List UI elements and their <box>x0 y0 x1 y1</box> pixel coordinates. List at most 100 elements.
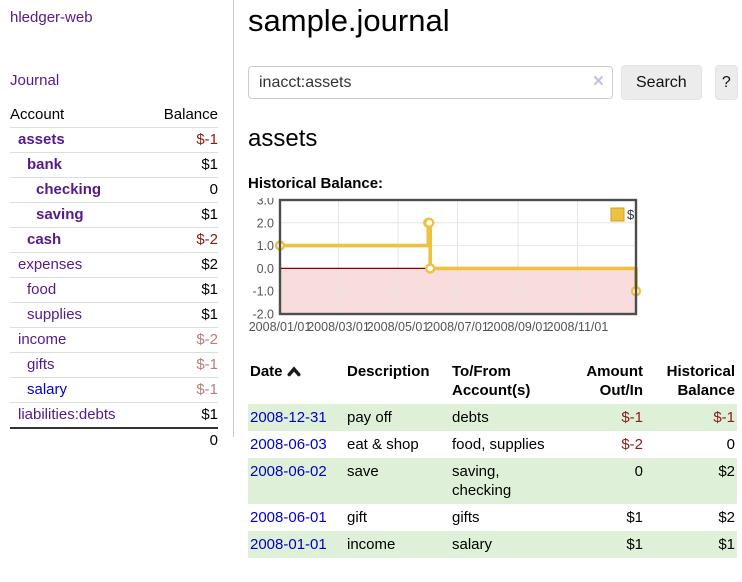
account-link-cash[interactable]: cash <box>27 231 62 248</box>
transaction-amount: $-1 <box>568 404 645 431</box>
transaction-date-link[interactable]: 2008-06-02 <box>250 463 327 480</box>
account-link-bank[interactable]: bank <box>27 156 63 173</box>
register-row: 2008-12-31 pay off debts $-1 $-1 <box>248 404 737 431</box>
nav-journal-link[interactable]: Journal <box>10 72 60 89</box>
sidebar-divider <box>233 0 234 437</box>
transaction-accounts: gifts <box>452 509 480 526</box>
account-heading: assets <box>248 125 318 152</box>
account-row: bank $1 <box>10 152 218 178</box>
account-balance: $-2 <box>147 227 218 253</box>
chart-title: Historical Balance: <box>248 175 384 192</box>
account-link-salary[interactable]: salary <box>27 381 68 398</box>
account-row: gifts $-1 <box>10 352 218 378</box>
accounts-header-balance: Balance <box>147 103 218 128</box>
account-balance: $-1 <box>147 377 218 403</box>
account-balance: $-1 <box>147 352 218 378</box>
svg-text:2008/01/01: 2008/01/01 <box>249 320 312 334</box>
register-row: 2008-06-01 gift gifts $1 $2 <box>248 504 737 531</box>
account-balance: $2 <box>147 252 218 278</box>
svg-text:1.0: 1.0 <box>257 239 274 253</box>
svg-text:$: $ <box>627 207 635 222</box>
account-row: liabilities:debts $1 <box>10 402 218 429</box>
transaction-balance: $2 <box>718 509 735 526</box>
svg-text:0.0: 0.0 <box>257 262 274 276</box>
transaction-date-link[interactable]: 2008-06-03 <box>250 436 327 453</box>
register-header-balance: Historical Balance <box>666 363 735 399</box>
svg-text:2008/11/01: 2008/11/01 <box>547 320 609 334</box>
transaction-description: gift <box>347 509 368 526</box>
register-table: Date Description To/From Account(s) Amou… <box>248 360 737 558</box>
register-row: 2008-06-03 eat & shop food, supplies $-2… <box>248 431 737 458</box>
register-header-row: Date Description To/From Account(s) Amou… <box>248 360 737 404</box>
transaction-amount: $1 <box>626 509 643 526</box>
account-row: income $-2 <box>10 327 218 353</box>
account-balance: $-1 <box>147 127 218 153</box>
account-balance: $1 <box>147 202 218 228</box>
svg-text:2008/05/01: 2008/05/01 <box>367 320 430 334</box>
account-row: supplies $1 <box>10 302 218 328</box>
account-link-food[interactable]: food <box>27 281 57 298</box>
transaction-accounts: food, supplies <box>452 436 545 453</box>
main-content: sample.journal × Search ? assets Histori… <box>248 0 738 558</box>
clear-search-icon[interactable]: × <box>592 71 604 92</box>
register-header-amount: Amount Out/In <box>586 363 643 399</box>
help-button[interactable]: ? <box>714 65 738 100</box>
historical-balance-chart: 3.0 2.0 1.0 0.0 -1.0 -2.02008/01/012008/03/01… <box>249 198 642 334</box>
account-link-supplies[interactable]: supplies <box>27 306 83 323</box>
register-row: 2008-01-01 income salary $1 $1 <box>248 531 737 558</box>
transaction-date-link[interactable]: 2008-01-01 <box>250 536 327 553</box>
account-link-liabilities-debts[interactable]: liabilities:debts <box>18 406 116 423</box>
account-balance: $1 <box>147 152 218 178</box>
accounts-total-row: 0 <box>10 427 218 453</box>
register-header-description: Description <box>347 363 430 380</box>
transaction-balance: 0 <box>726 436 735 453</box>
accounts-header-row: Account Balance <box>10 103 218 128</box>
svg-text:-1.0: -1.0 <box>252 285 274 299</box>
sidebar: hledger-web Journal Account Balance asse… <box>0 0 233 453</box>
transaction-balance: $-1 <box>645 404 737 431</box>
account-balance: 0 <box>147 177 218 203</box>
svg-text:2008/09/01: 2008/09/01 <box>487 320 550 334</box>
transaction-date-link[interactable]: 2008-12-31 <box>250 409 327 426</box>
transaction-balance: $1 <box>645 531 737 558</box>
svg-text:2008/07/01: 2008/07/01 <box>426 320 489 334</box>
account-row: assets $-1 <box>10 127 218 153</box>
accounts-table: Account Balance assets $-1 bank $1 checkin… <box>10 103 218 453</box>
account-balance: $1 <box>147 277 218 303</box>
account-link-checking[interactable]: checking <box>36 181 102 198</box>
transaction-amount: 0 <box>568 458 645 504</box>
account-balance: $1 <box>147 302 218 328</box>
transaction-accounts: debts <box>450 404 568 431</box>
search-bar: × Search ? <box>248 65 738 100</box>
app-title-link[interactable]: hledger-web <box>10 9 93 26</box>
transaction-balance: $2 <box>645 458 737 504</box>
account-row: cash $-2 <box>10 227 218 253</box>
register-row: 2008-06-02 save saving, checking 0 $2 <box>248 458 737 504</box>
account-row: food $1 <box>10 277 218 303</box>
transaction-date-link[interactable]: 2008-06-01 <box>250 509 327 526</box>
svg-text:3.0: 3.0 <box>257 198 274 208</box>
account-link-assets[interactable]: assets <box>18 131 65 148</box>
legend-swatch <box>610 207 625 222</box>
accounts-total-balance: 0 <box>147 427 218 453</box>
transaction-description: income <box>345 531 450 558</box>
account-balance: $-2 <box>147 327 218 353</box>
account-link-income[interactable]: income <box>18 331 67 348</box>
svg-text:2008/03/01: 2008/03/01 <box>307 320 370 334</box>
page-title: sample.journal <box>248 3 450 38</box>
search-input[interactable] <box>248 66 613 99</box>
transaction-amount: $-2 <box>621 436 643 453</box>
account-row: expenses $2 <box>10 252 218 278</box>
register-header-date[interactable]: Date <box>248 360 345 404</box>
account-row: saving $1 <box>10 202 218 228</box>
transaction-description: pay off <box>345 404 450 431</box>
account-link-gifts[interactable]: gifts <box>27 356 55 373</box>
account-row: checking 0 <box>10 177 218 203</box>
search-button[interactable]: Search <box>621 65 702 100</box>
transaction-accounts: saving, checking <box>450 458 568 504</box>
account-link-saving[interactable]: saving <box>36 206 84 223</box>
accounts-header-account: Account <box>10 103 148 128</box>
account-row: salary $-1 <box>10 377 218 403</box>
transaction-accounts: salary <box>450 531 568 558</box>
account-link-expenses[interactable]: expenses <box>18 256 83 273</box>
